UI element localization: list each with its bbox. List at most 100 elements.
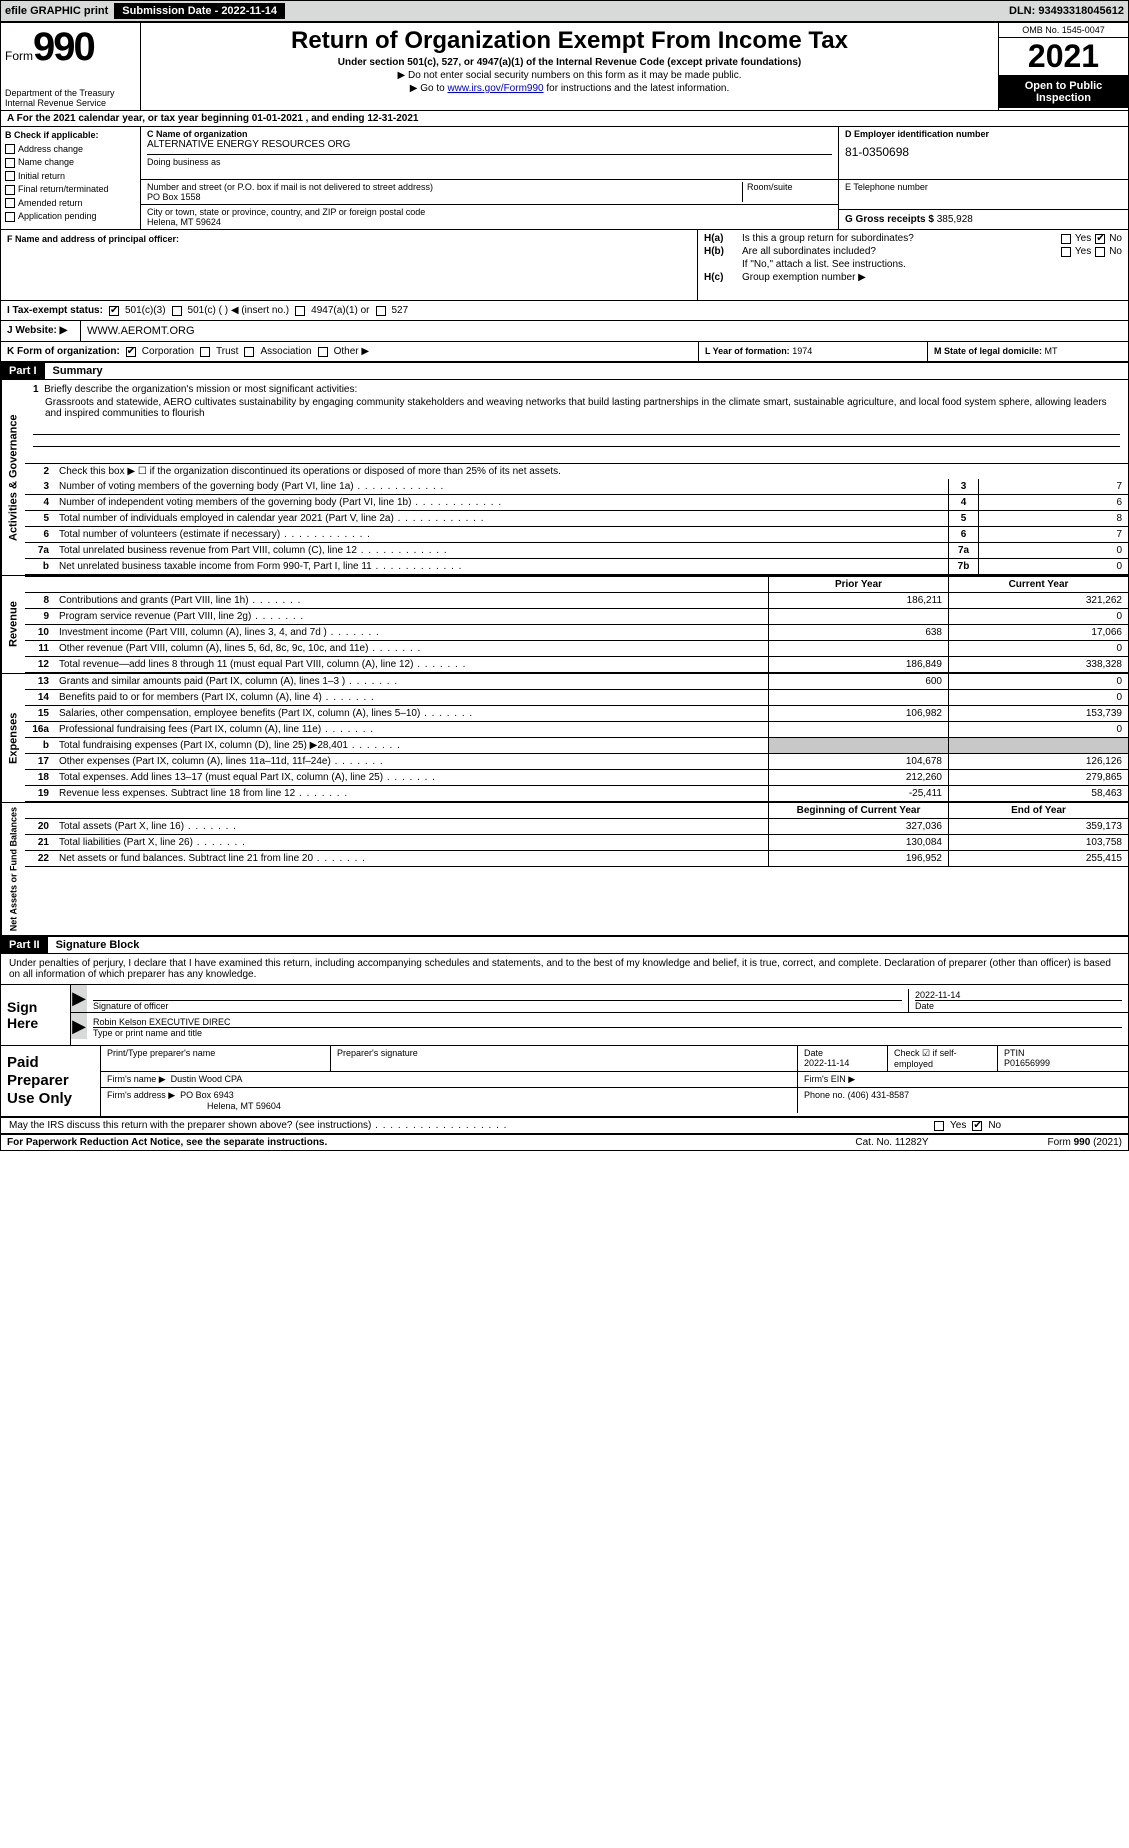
chk-name-change[interactable]: Name change — [5, 156, 136, 170]
sig-row-1: ▶ Signature of officer 2022-11-14 Date — [71, 985, 1128, 1013]
hb-note: If "No," attach a list. See instructions… — [704, 258, 1122, 271]
checkbox-icon — [5, 158, 15, 168]
chk-501c[interactable] — [172, 306, 182, 316]
tab-governance: Activities & Governance — [1, 380, 25, 575]
sig-officer-cell: Signature of officer — [87, 985, 908, 1012]
governance-body: 1 Briefly describe the organization's mi… — [25, 380, 1128, 575]
phone-cell: E Telephone number — [839, 180, 1128, 209]
line-19: 19Revenue less expenses. Subtract line 1… — [25, 786, 1128, 802]
omb-number: OMB No. 1545-0047 — [999, 23, 1128, 38]
top-bar: efile GRAPHIC print Submission Date - 20… — [0, 0, 1129, 22]
open-to-public: Open to Public Inspection — [999, 76, 1128, 108]
chk-527[interactable] — [376, 306, 386, 316]
line-11: 11Other revenue (Part VIII, column (A), … — [25, 641, 1128, 657]
ha-yesno: Yes No — [1061, 233, 1122, 244]
col-b-title: B Check if applicable: — [5, 129, 136, 143]
line-17: 17Other expenses (Part IX, column (A), l… — [25, 754, 1128, 770]
header-middle: Return of Organization Exempt From Incom… — [141, 23, 998, 110]
part-2-header: Part II Signature Block — [1, 937, 1128, 954]
chk-association[interactable] — [244, 347, 254, 357]
line-21: 21Total liabilities (Part X, line 26)130… — [25, 835, 1128, 851]
row-f-h: F Name and address of principal officer:… — [1, 230, 1128, 301]
firm-phone-cell: Phone no. (406) 431-8587 — [798, 1088, 1128, 1113]
rule-line — [33, 447, 1120, 459]
tax-year: 2021 — [999, 38, 1128, 76]
street-row: Number and street (or P.O. box if mail i… — [141, 180, 838, 205]
line-1-label: Briefly describe the organization's miss… — [44, 384, 357, 395]
m-state-domicile: M State of legal domicile: MT — [928, 342, 1128, 361]
org-name-cell: C Name of organization ALTERNATIVE ENERG… — [141, 127, 838, 179]
chk-may-yes[interactable] — [934, 1121, 944, 1131]
chk-initial-return[interactable]: Initial return — [5, 170, 136, 184]
prep-name-hdr: Print/Type preparer's name — [101, 1046, 331, 1071]
part-2-badge: Part II — [1, 937, 48, 953]
form-990: Form990 Department of the Treasury Inter… — [0, 22, 1129, 1151]
signature-intro: Under penalties of perjury, I declare th… — [1, 954, 1128, 985]
instructions-link[interactable]: www.irs.gov/Form990 — [447, 83, 543, 94]
prep-row-3: Firm's address ▶ PO Box 6943 Helena, MT … — [101, 1088, 1128, 1113]
form-footer: For Paperwork Reduction Act Notice, see … — [1, 1135, 1128, 1150]
checkbox-icon[interactable] — [1061, 247, 1071, 257]
chk-corporation[interactable] — [126, 347, 136, 357]
gov-line-5: 5Total number of individuals employed in… — [25, 511, 1128, 527]
checkbox-icon[interactable] — [1095, 247, 1105, 257]
dln-label: DLN: 93493318045612 — [1009, 5, 1124, 17]
gross-receipts-cell: G Gross receipts $ 385,928 — [839, 209, 1128, 229]
street-value: PO Box 1558 — [147, 192, 742, 202]
sub3-post: for instructions and the latest informat… — [544, 83, 730, 94]
firm-name-cell: Firm's name ▶ Dustin Wood CPA — [101, 1072, 798, 1087]
line-10: 10Investment income (Part VIII, column (… — [25, 625, 1128, 641]
checkbox-icon — [5, 212, 15, 222]
firm-addr-cell: Firm's address ▶ PO Box 6943 Helena, MT … — [101, 1088, 798, 1113]
sig-officer-label: Signature of officer — [93, 1000, 902, 1011]
section-net-assets: Net Assets or Fund Balances Beginning of… — [1, 803, 1128, 937]
sig-name-cell: Robin Kelson EXECUTIVE DIREC Type or pri… — [87, 1016, 1128, 1039]
sig-row-2: ▶ Robin Kelson EXECUTIVE DIREC Type or p… — [71, 1013, 1128, 1039]
checkbox-icon — [5, 144, 15, 154]
form-word: Form — [5, 49, 33, 63]
chk-amended-return[interactable]: Amended return — [5, 197, 136, 211]
checkbox-checked-icon[interactable] — [1095, 234, 1105, 244]
part-1-header: Part I Summary — [1, 363, 1128, 380]
part-1-badge: Part I — [1, 363, 45, 379]
chk-application-pending[interactable]: Application pending — [5, 210, 136, 224]
sign-here-block: Sign Here ▶ Signature of officer 2022-11… — [1, 985, 1128, 1046]
city-value: Helena, MT 59624 — [147, 217, 832, 227]
sig-date-cell: 2022-11-14 Date — [908, 989, 1128, 1012]
line-2: 2 Check this box ▶ ☐ if the organization… — [25, 464, 1128, 479]
submission-date-button[interactable]: Submission Date - 2022-11-14 — [114, 3, 285, 19]
form-title: Return of Organization Exempt From Incom… — [149, 27, 990, 55]
checkbox-icon[interactable] — [1061, 234, 1071, 244]
chk-may-no[interactable] — [972, 1121, 982, 1131]
chk-4947[interactable] — [295, 306, 305, 316]
ha-text: Is this a group return for subordinates? — [742, 233, 1061, 244]
row-j-website: J Website: ▶ WWW.AEROMT.ORG — [1, 321, 1128, 342]
gov-line-6: 6Total number of volunteers (estimate if… — [25, 527, 1128, 543]
sign-here-label: Sign Here — [1, 985, 71, 1045]
footer-paperwork: For Paperwork Reduction Act Notice, see … — [7, 1137, 822, 1148]
revenue-body: Prior Year Current Year 8Contributions a… — [25, 576, 1128, 673]
chk-trust[interactable] — [200, 347, 210, 357]
arrow-icon: ▶ — [71, 1013, 87, 1039]
chk-501c3[interactable] — [109, 306, 119, 316]
net-assets-body: Beginning of Current Year End of Year 20… — [25, 803, 1128, 935]
col-prior-year: Prior Year — [768, 577, 948, 592]
chk-address-change[interactable]: Address change — [5, 143, 136, 157]
prep-row-1: Print/Type preparer's name Preparer's si… — [101, 1046, 1128, 1072]
footer-formno: Form 990 (2021) — [962, 1137, 1122, 1148]
sign-here-right: ▶ Signature of officer 2022-11-14 Date ▶… — [71, 985, 1128, 1045]
row-a-tax-year: A For the 2021 calendar year, or tax yea… — [1, 111, 1128, 127]
form-subtitle-1: Under section 501(c), 527, or 4947(a)(1)… — [149, 57, 990, 68]
e-label: E Telephone number — [845, 182, 1122, 192]
h-a-line: H(a) Is this a group return for subordin… — [704, 232, 1122, 245]
sig-name-label: Type or print name and title — [93, 1027, 1122, 1038]
mission-text: Grassroots and statewide, AERO cultivate… — [45, 397, 1120, 419]
ein-value: 81-0350698 — [845, 145, 1122, 159]
section-governance: Activities & Governance 1 Briefly descri… — [1, 380, 1128, 576]
form-number: 990 — [33, 25, 94, 69]
header-left: Form990 Department of the Treasury Inter… — [1, 23, 141, 110]
chk-other[interactable] — [318, 347, 328, 357]
hc-label: H(c) — [704, 272, 742, 283]
chk-final-return[interactable]: Final return/terminated — [5, 183, 136, 197]
row-a-text: A For the 2021 calendar year, or tax yea… — [7, 113, 418, 124]
